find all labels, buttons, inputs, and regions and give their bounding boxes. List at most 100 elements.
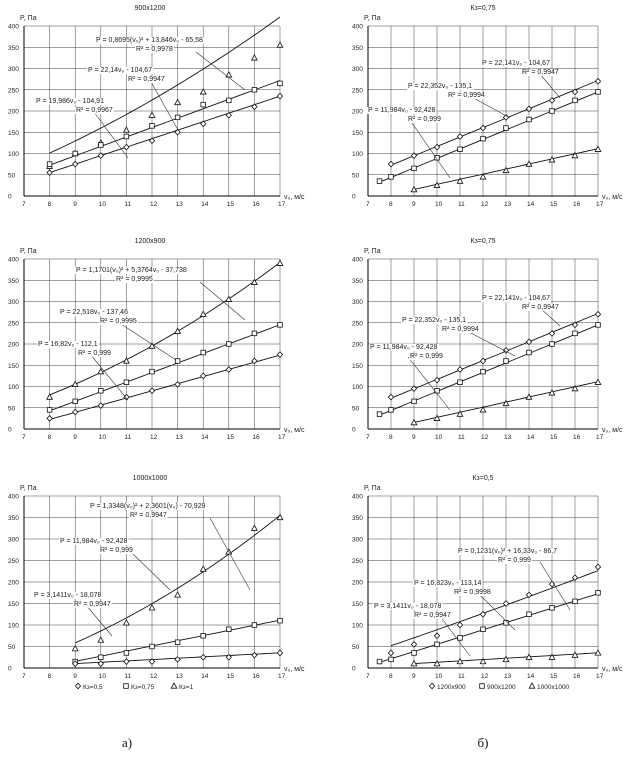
trend-equation: P = 22,141v₀ - 104,67 R² = 0,9947 (481, 60, 560, 76)
x-tick-label: 10 (435, 201, 443, 208)
r-squared-text: R² = 0,9947 (128, 76, 165, 83)
y-tick-label: 100 (8, 384, 19, 391)
x-tick-label: 10 (435, 434, 443, 441)
r-squared-text: R² = 0,999 (78, 350, 111, 357)
data-point (480, 368, 486, 375)
data-point (433, 414, 441, 421)
equation-background (89, 503, 207, 510)
series-square (376, 89, 601, 184)
data-point (123, 393, 130, 401)
equation-background (95, 37, 204, 44)
equation-text: P = 3,1411v₀ - 18,078 (374, 603, 442, 610)
chart-panel-5: 1000x1000 P, Па 7 8 9 10 11 12 13 14 15 16 17 0 50 100 1… (8, 475, 305, 680)
y-tick-label: 250 (352, 87, 363, 94)
equation-text: P = 19,986v₀ - 104,91 (36, 98, 104, 105)
data-point (456, 133, 464, 140)
data-point (251, 651, 258, 659)
x-tick-label: 17 (596, 434, 604, 441)
data-point (276, 649, 284, 657)
label-leader-line (199, 281, 246, 321)
data-point (479, 657, 487, 665)
y-tick-label: 50 (8, 172, 16, 179)
data-point (594, 77, 602, 85)
y-tick-label: 200 (8, 580, 19, 587)
data-point (411, 398, 417, 405)
trend-equation: P = 22,14v₀ - 104,67 R² = 0,9947 (87, 67, 166, 83)
data-point (46, 407, 53, 413)
x-tick-label: 14 (201, 434, 209, 441)
chart-title: 1200x900 (135, 238, 166, 245)
r-squared-text: R² = 0,9994 (448, 92, 485, 99)
data-point (97, 402, 104, 410)
data-point (433, 143, 441, 151)
data-point (479, 173, 487, 180)
y-tick-label: 0 (352, 194, 356, 201)
legend-marker (170, 682, 178, 689)
data-point (594, 563, 602, 571)
x-tick-label: 11 (458, 201, 465, 208)
equation-background (115, 276, 154, 283)
data-point (480, 626, 486, 632)
equation-text: P = 22,518v₀ - 137,46 (60, 309, 128, 316)
data-point (148, 342, 156, 349)
r-squared-text: R² = 0,999 (498, 557, 531, 564)
data-point (411, 650, 417, 656)
r-squared-text: R² = 0,9947 (130, 512, 167, 519)
equation-background (59, 538, 129, 545)
data-point (376, 411, 383, 417)
label-leader-line (439, 615, 471, 657)
data-point (200, 120, 207, 128)
chart-panel-2: Кз=0,75 P, Па 7 8 9 10 11 12 13 14 15 16 17 0 50 100 150… (352, 5, 623, 208)
y-tick-label: 350 (352, 515, 363, 522)
x-tick-label: 13 (176, 673, 184, 680)
data-point (525, 591, 533, 599)
data-point (410, 152, 418, 160)
data-point (456, 366, 464, 373)
chart-title: Кз=0,5 (472, 475, 493, 482)
data-point (72, 150, 78, 157)
x-tick-label: 15 (550, 434, 558, 441)
trend-line (390, 313, 599, 399)
x-tick-label: 15 (227, 673, 235, 680)
y-tick-label: 50 (352, 172, 360, 179)
data-point (46, 393, 54, 400)
x-tick-label: 11 (124, 201, 131, 208)
data-point (277, 322, 283, 328)
equation-background (401, 317, 468, 324)
data-point (123, 650, 130, 656)
series-diamond (387, 310, 602, 401)
equation-background (409, 353, 444, 360)
trend-equation: P = 22,141v₀ - 104,67 R² = 0,9947 (481, 295, 560, 311)
data-point (250, 54, 258, 61)
data-point (276, 513, 284, 521)
trend-equation: P = 11,984v₀ - 92,428 R² = 0,999 (369, 344, 444, 360)
y-axis-label: P, Па (364, 485, 381, 492)
y-axis-label: P, Па (364, 248, 381, 255)
data-point (376, 178, 383, 184)
equation-background (413, 580, 483, 587)
equation-text: P = 22,141v₀ - 104,67 (482, 295, 550, 302)
caption-b: б) (478, 735, 489, 750)
x-tick-label: 8 (389, 201, 393, 208)
y-tick-label: 250 (8, 87, 19, 94)
data-point (411, 165, 417, 172)
trend-line (49, 95, 281, 174)
y-axis-label: P, Па (20, 15, 37, 22)
data-point (122, 619, 130, 626)
data-point (479, 406, 487, 413)
y-tick-label: 400 (352, 257, 363, 264)
x-tick-label: 11 (458, 673, 465, 680)
data-point (503, 125, 509, 131)
x-tick-label: 11 (124, 673, 131, 680)
y-tick-label: 300 (8, 299, 19, 306)
legend-marker (528, 682, 536, 689)
data-point (410, 418, 418, 426)
x-tick-label: 16 (252, 201, 260, 208)
x-tick-label: 8 (48, 201, 52, 208)
trend-line (75, 515, 281, 644)
x-tick-label: 17 (596, 201, 604, 208)
x-tick-label: 16 (573, 673, 581, 680)
data-point (251, 330, 258, 337)
data-point (148, 387, 156, 395)
data-point (225, 295, 233, 302)
